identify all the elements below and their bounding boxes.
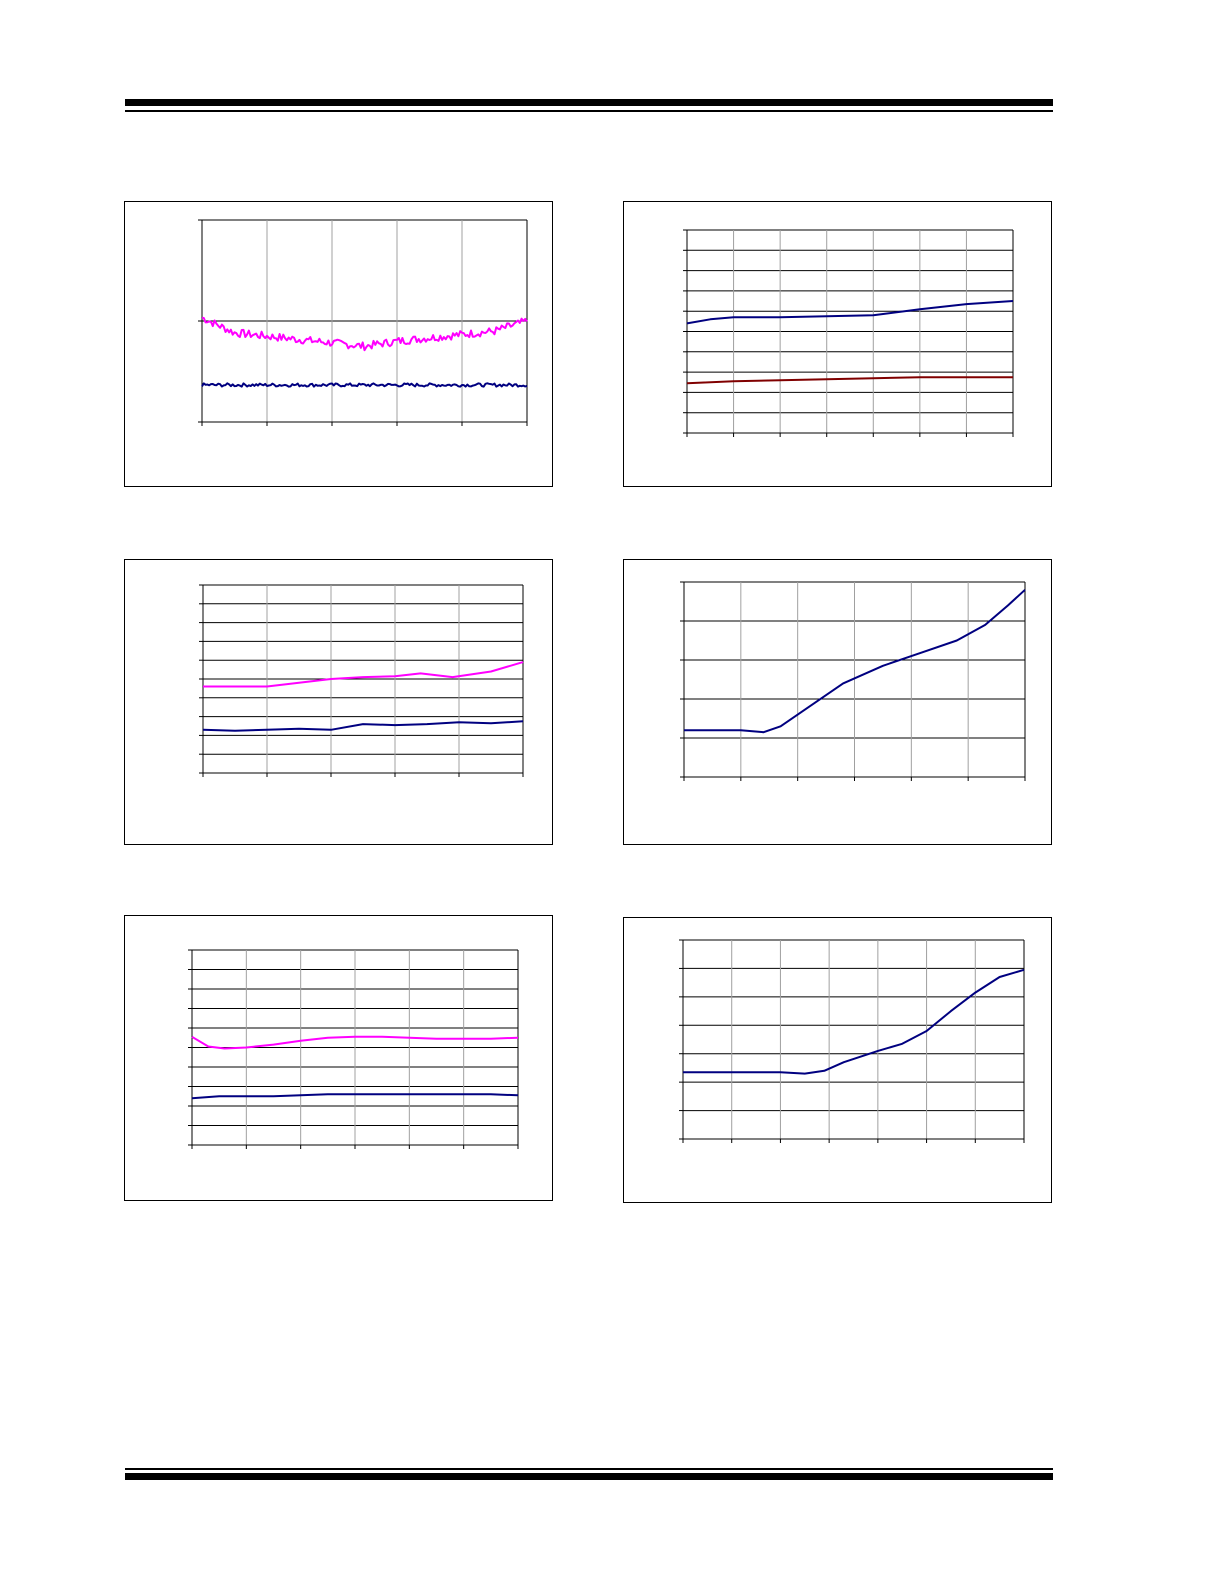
- chart-6-svg: [679, 939, 1025, 1143]
- footer-rule-thin: [125, 1468, 1053, 1470]
- chart-panel-6: [623, 917, 1052, 1203]
- header-rule-thick: [125, 99, 1053, 106]
- series-line-1: [203, 661, 524, 688]
- chart-panel-1: [124, 201, 553, 487]
- chart-panel-5: [124, 915, 553, 1201]
- series-line-1: [684, 589, 1026, 734]
- series-line-1: [201, 316, 528, 352]
- chart-panel-3: [124, 559, 553, 845]
- header-rule-thin: [125, 110, 1053, 112]
- series-line-1: [191, 1035, 519, 1050]
- chart-panel-4: [623, 559, 1052, 845]
- chart-panel-2: [623, 201, 1052, 487]
- chart-2-svg: [683, 229, 1014, 437]
- series-line-1: [683, 968, 1025, 1075]
- series-line-2: [191, 1093, 519, 1100]
- series-line-2: [201, 382, 528, 388]
- footer-rule-thick: [125, 1473, 1053, 1480]
- series-line-2: [686, 376, 1013, 385]
- chart-5-svg: [188, 949, 519, 1149]
- chart-3-svg: [199, 584, 524, 777]
- series-line-2: [202, 720, 524, 732]
- chart-4-svg: [680, 581, 1026, 781]
- chart-1-svg: [198, 219, 528, 426]
- series-line-1: [686, 300, 1014, 325]
